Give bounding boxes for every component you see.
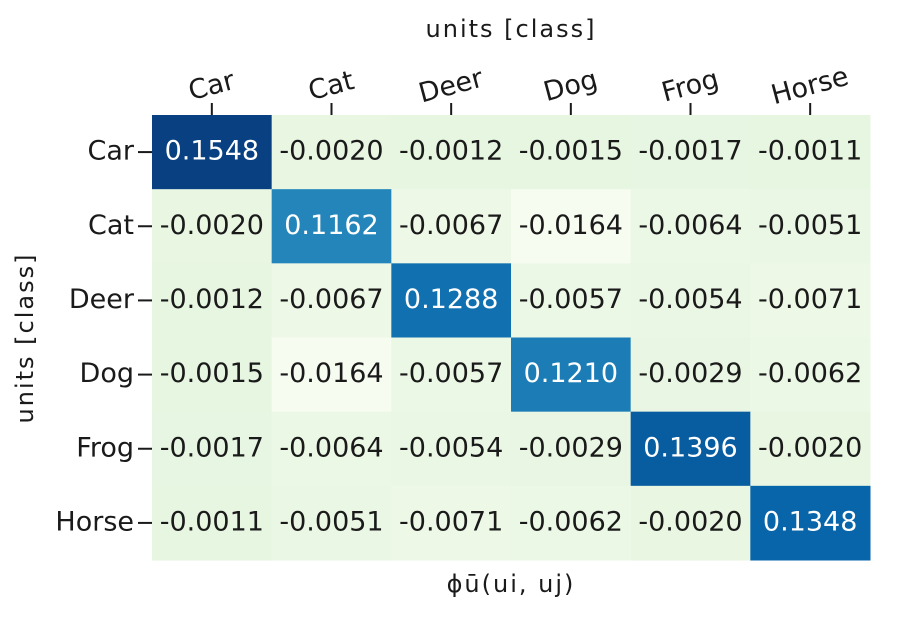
heatmap-cell [391, 115, 512, 190]
y-tick-label: Frog [76, 432, 134, 463]
cell-label: 0.1348 [763, 506, 857, 537]
cell-label: -0.0017 [160, 432, 264, 463]
cell-label: -0.0012 [160, 284, 264, 315]
heatmap-cell [750, 189, 871, 264]
heatmap-cell [630, 263, 751, 338]
x-tick-label: Frog [658, 64, 722, 109]
heatmap-cell [630, 485, 751, 561]
x-tick-label: Deer [415, 62, 487, 109]
cell-label: -0.0071 [399, 506, 503, 537]
heatmap-cell [152, 263, 273, 338]
heatmap-cell [750, 337, 871, 413]
heatmap-cell [271, 485, 392, 561]
heatmap-cell [511, 263, 632, 338]
heatmap-cell [152, 115, 273, 190]
cell-label: -0.0164 [279, 358, 383, 389]
heatmap-cell [391, 411, 512, 487]
cell-label: -0.0029 [638, 358, 742, 389]
heatmap-cell [271, 263, 392, 338]
cell-label: -0.0020 [758, 432, 862, 463]
cell-label: 0.1162 [284, 210, 378, 241]
cell-label: -0.0015 [160, 358, 264, 389]
cell-label: 0.1288 [404, 284, 498, 315]
heatmap-cell [391, 263, 512, 338]
x-tick-label: Cat [305, 65, 357, 107]
heatmap-cell [271, 115, 392, 190]
x-axis-label: ϕū(ui, uj) [447, 570, 576, 598]
heatmap-cell [630, 115, 751, 190]
cell-label: -0.0054 [399, 432, 503, 463]
heatmap-cell [750, 263, 871, 338]
cell-label: -0.0071 [758, 284, 862, 315]
y-tick-label: Dog [80, 358, 134, 389]
cell-label: -0.0067 [279, 284, 383, 315]
heatmap-cell [271, 411, 392, 487]
cell-label: -0.0064 [279, 432, 383, 463]
heatmap-cell [511, 337, 632, 413]
heatmap-cell [630, 337, 751, 413]
cell-label: -0.0020 [279, 136, 383, 167]
cell-label: -0.0017 [638, 136, 742, 167]
y-tick-label: Deer [69, 284, 135, 315]
y-axis-title: units [class] [11, 253, 39, 424]
cell-label: 0.1210 [524, 358, 618, 389]
heatmap-cell [271, 337, 392, 413]
cell-label: -0.0062 [758, 358, 862, 389]
heatmap-cell [391, 337, 512, 413]
cell-label: -0.0029 [519, 432, 623, 463]
x-tick-label: Car [185, 65, 239, 107]
heatmap-cell [152, 337, 273, 413]
cell-label: 0.1396 [643, 432, 737, 463]
heatmap-cell [511, 189, 632, 264]
cell-label: -0.0064 [638, 210, 742, 241]
heatmap-cell [750, 485, 871, 561]
cell-label: 0.1548 [165, 136, 259, 167]
cell-label: -0.0015 [519, 136, 623, 167]
heatmap-cell [511, 485, 632, 561]
heatmap-cell [271, 189, 392, 264]
cell-label: -0.0051 [279, 506, 383, 537]
x-tick-label: Dog [540, 64, 601, 108]
heatmap-cell [152, 189, 273, 264]
heatmap-cell [152, 485, 273, 561]
x-axis-title: units [class] [426, 15, 597, 43]
heatmap-cell [391, 485, 512, 561]
cell-label: -0.0057 [399, 358, 503, 389]
cell-label: -0.0164 [519, 210, 623, 241]
cell-label: -0.0020 [638, 506, 742, 537]
cell-label: -0.0062 [519, 506, 623, 537]
heatmap-cell [511, 411, 632, 487]
y-tick-label: Cat [88, 210, 134, 241]
heatmap-cell [630, 411, 751, 487]
heatmap-cell [391, 189, 512, 264]
cell-label: -0.0011 [758, 136, 862, 167]
cell-label: -0.0051 [758, 210, 862, 241]
cell-label: -0.0057 [519, 284, 623, 315]
heatmap-cell [152, 411, 273, 487]
cell-label: -0.0012 [399, 136, 503, 167]
cell-label: -0.0011 [160, 506, 264, 537]
heatmap-cell [511, 115, 632, 190]
cell-label: -0.0054 [638, 284, 742, 315]
heatmap-cell [630, 189, 751, 264]
heatmap-cell [750, 411, 871, 487]
cell-label: -0.0020 [160, 210, 264, 241]
heatmap-cell [750, 115, 871, 190]
cell-label: -0.0067 [399, 210, 503, 241]
y-tick-label: Horse [55, 506, 134, 537]
y-tick-label: Car [88, 136, 135, 167]
